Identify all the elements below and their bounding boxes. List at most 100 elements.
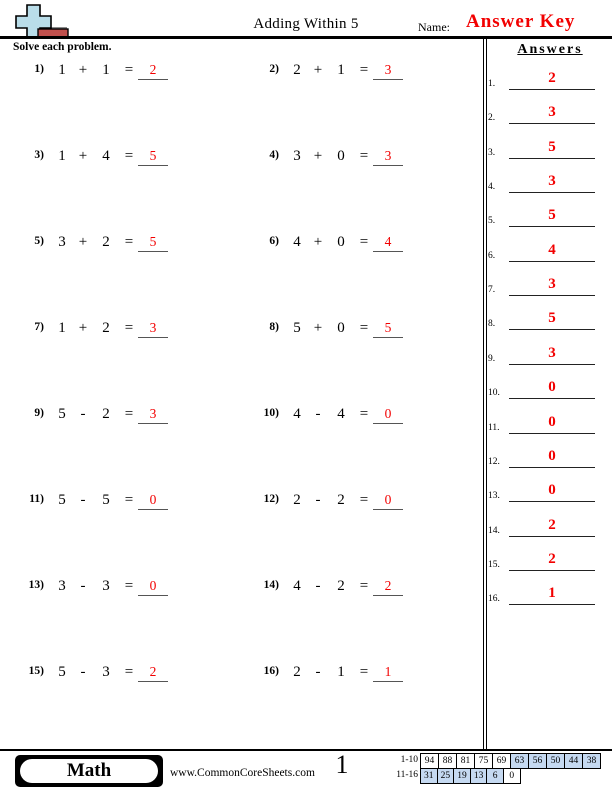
answer-blank: 2 [138, 664, 168, 682]
operand-b: 1 [102, 62, 110, 78]
operand-b: 2 [337, 492, 345, 508]
subject-badge: Math [15, 755, 163, 787]
problem-number: 14) [263, 579, 279, 591]
problem-row: 6) 4 +0 = 4 [253, 234, 403, 252]
operator: + [313, 62, 323, 78]
operator: + [313, 320, 323, 336]
answer-row: 6. 4 [488, 242, 595, 262]
equals-sign: = [124, 148, 134, 164]
answer-value: 1 [509, 585, 595, 605]
equals-sign: = [124, 62, 134, 78]
operand-b: 4 [337, 406, 345, 422]
operator: - [80, 406, 86, 422]
operator: + [313, 234, 323, 250]
equals-sign: = [124, 492, 134, 508]
grading-cell: 6 [486, 768, 504, 784]
problem-number: 10) [263, 407, 279, 419]
operand-a: 5 [58, 492, 66, 508]
operand-b: 0 [337, 320, 345, 336]
equals-sign: = [124, 664, 134, 680]
operand-b: 3 [102, 664, 110, 680]
answers-heading: Answers [517, 42, 583, 57]
problem-row: 3) 1 +4 = 5 [18, 148, 168, 166]
problem-number: 12) [263, 493, 279, 505]
problem-number: 16) [263, 665, 279, 677]
answer-number: 10. [488, 388, 500, 398]
equals-sign: = [359, 664, 369, 680]
grading-cell: 31 [420, 768, 438, 784]
operator: - [80, 578, 86, 594]
page-number: 1 [335, 750, 349, 779]
operand-a: 3 [293, 148, 301, 164]
problem-number: 13) [28, 579, 44, 591]
answer-blank: 5 [138, 148, 168, 166]
answer-value: 4 [509, 242, 595, 262]
grading-cell: 56 [528, 753, 547, 769]
equals-sign: = [124, 406, 134, 422]
problem-number: 6) [269, 235, 279, 247]
grading-cell: 0 [502, 768, 521, 784]
problem-row: 13) 3-3 = 0 [18, 578, 168, 596]
answer-value: 2 [509, 551, 595, 571]
answer-number: 7. [488, 285, 496, 295]
equals-sign: = [359, 148, 369, 164]
problem-number: 3) [34, 149, 44, 161]
operand-a: 4 [293, 578, 301, 594]
problem-number: 4) [269, 149, 279, 161]
answer-row: 2. 3 [488, 104, 595, 124]
equals-sign: = [124, 578, 134, 594]
problem-row: 4) 3 +0 = 3 [253, 148, 403, 166]
answer-value: 3 [509, 345, 595, 365]
answer-value: 5 [509, 310, 595, 330]
operand-b: 2 [102, 406, 110, 422]
answer-number: 11. [488, 423, 500, 433]
problem-row: 9) 5-2 = 3 [18, 406, 168, 424]
answer-row: 4. 3 [488, 173, 595, 193]
grading-row1-label: 1-10 [400, 755, 418, 765]
problem-row: 14) 4-2 = 2 [253, 578, 403, 596]
answer-blank: 5 [373, 320, 403, 338]
operator: + [313, 148, 323, 164]
answer-row: 3. 5 [488, 139, 595, 159]
grading-cell: 13 [469, 768, 488, 784]
answer-blank: 0 [373, 492, 403, 510]
equals-sign: = [124, 234, 134, 250]
answer-blank: 3 [373, 148, 403, 166]
answer-number: 6. [488, 251, 496, 261]
answer-value: 3 [509, 276, 595, 296]
problem-number: 5) [34, 235, 44, 247]
operator: - [315, 492, 321, 508]
answer-blank: 2 [138, 62, 168, 80]
page-title: Adding Within 5 [253, 16, 359, 32]
operand-b: 1 [337, 664, 345, 680]
answer-number: 9. [488, 354, 496, 364]
answer-row: 13. 0 [488, 482, 595, 502]
grading-cell: 38 [582, 753, 601, 769]
operand-a: 3 [58, 234, 66, 250]
answer-value: 0 [509, 379, 595, 399]
operand-b: 2 [102, 234, 110, 250]
problem-row: 10) 4-4 = 0 [253, 406, 403, 424]
answer-row: 8. 5 [488, 310, 595, 330]
footer-rule [0, 749, 612, 751]
answer-value: 0 [509, 482, 595, 502]
website-text: www.CommonCoreSheets.com [170, 767, 315, 779]
equals-sign: = [359, 578, 369, 594]
answer-blank: 3 [138, 406, 168, 424]
answer-blank: 0 [138, 492, 168, 510]
problem-row: 7) 1 +2 = 3 [18, 320, 168, 338]
operand-b: 4 [102, 148, 110, 164]
operand-a: 4 [293, 406, 301, 422]
instruction-text: Solve each problem. [13, 41, 112, 53]
operand-a: 5 [293, 320, 301, 336]
grading-row1: 94 88 81 75 69 63 56 50 44 38 [420, 753, 601, 769]
problem-number: 7) [34, 321, 44, 333]
answer-number: 14. [488, 526, 500, 536]
operand-a: 1 [58, 148, 66, 164]
answer-value: 2 [509, 70, 595, 90]
answer-number: 1. [488, 79, 496, 89]
answer-value: 3 [509, 104, 595, 124]
operand-b: 5 [102, 492, 110, 508]
answer-blank: 2 [373, 578, 403, 596]
